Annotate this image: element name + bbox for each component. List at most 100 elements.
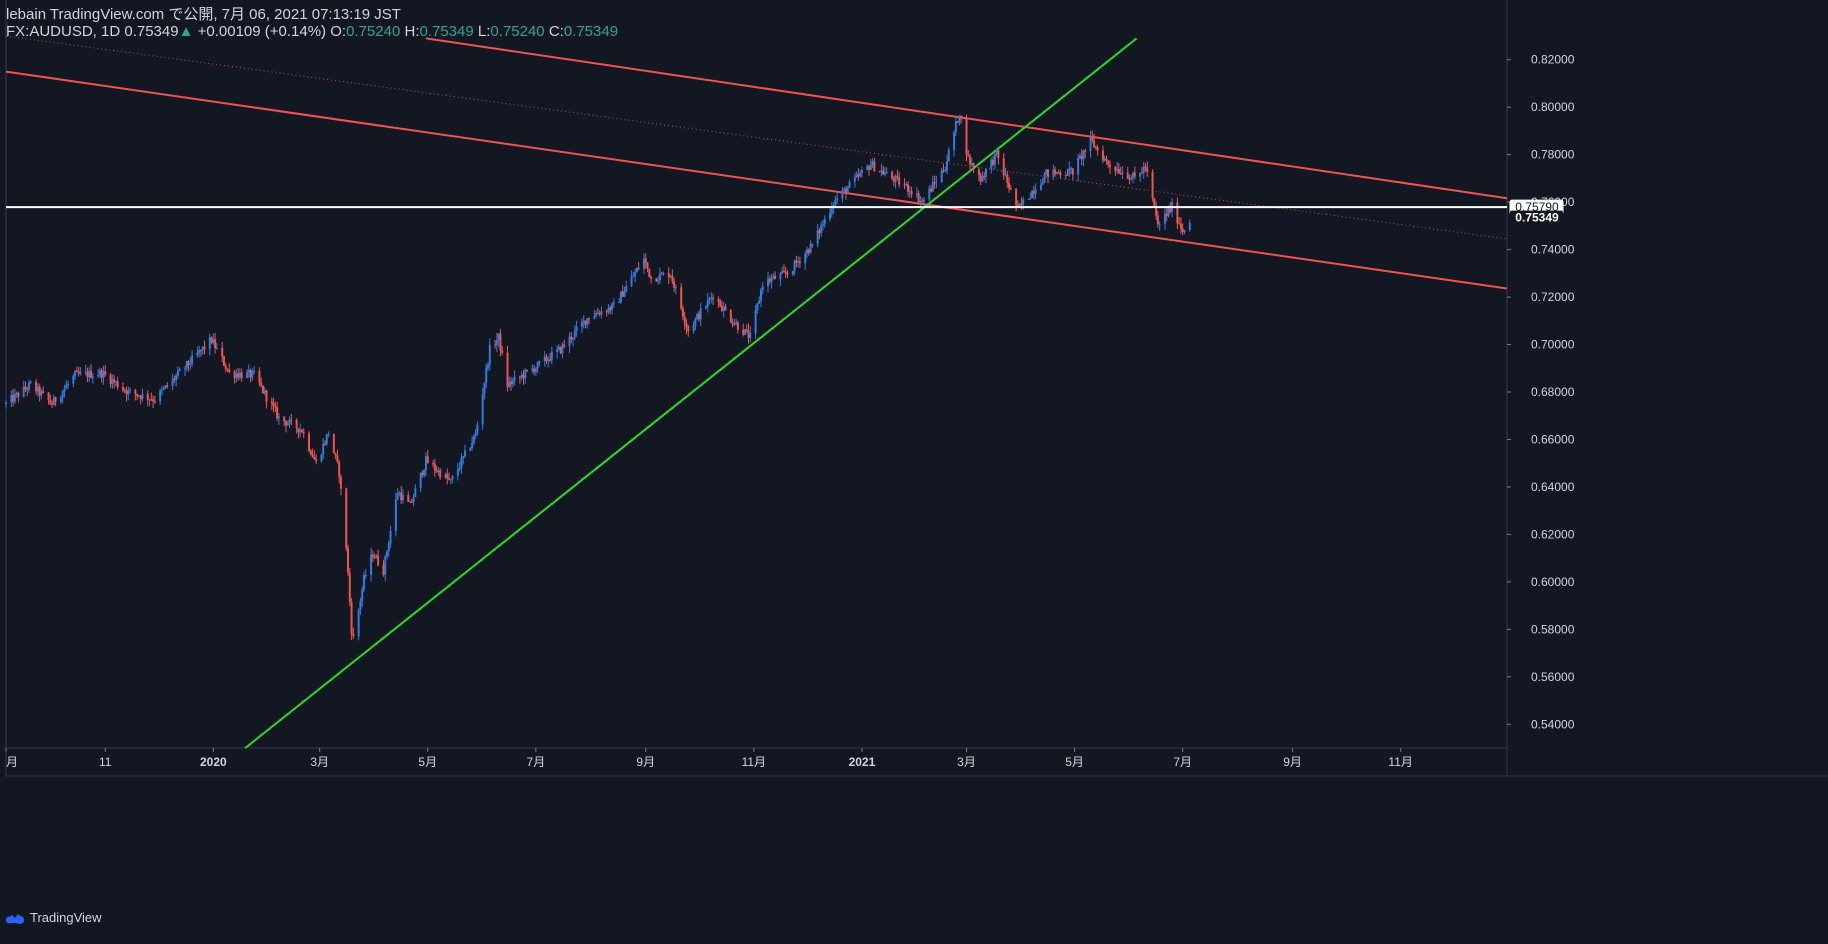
candle-body [547,359,550,362]
candle-body [1055,172,1058,174]
candle-body [12,395,15,402]
candle-body [942,170,945,172]
price-label-text: 0.75349 [1515,211,1559,225]
channel-lower [5,70,1508,290]
candle-body [586,318,589,325]
candle-body [386,551,389,557]
candle-body [687,326,690,332]
candle-body [104,371,107,375]
candle-body [1103,158,1106,161]
candle-body [1039,184,1042,190]
candle-body [919,200,922,203]
candle-body [152,399,155,402]
candle-body [72,376,75,384]
candle-body [935,182,938,184]
candle-body [113,379,116,382]
candle-body [823,219,826,225]
x-tick-label: 3月 [957,755,976,769]
candle-body [625,286,628,292]
candle-body [511,380,514,385]
candle-body [983,176,986,178]
candle-body [644,258,647,263]
candle-body [786,273,789,275]
candle-body [334,453,337,456]
candle-body [977,169,980,175]
candle-body [15,392,18,394]
brand-label: TradingView [30,910,102,925]
candle-body [260,382,263,386]
candle-body [1165,213,1168,216]
candle-body [471,442,474,449]
candle-body [836,198,839,200]
candle-body [770,278,773,282]
candle-body [1078,155,1081,158]
candle-body [407,494,410,502]
candle-body [1032,191,1035,194]
candle-body [29,381,32,383]
candle-body [421,472,424,476]
price-label-box [1510,210,1563,225]
candle-body [166,385,169,387]
high-label: H: [404,23,420,40]
candle-body [921,200,924,202]
candle-body [352,633,355,637]
candle-body [563,344,566,347]
candle-body [63,388,66,392]
candle-body [704,306,707,309]
candle-body [1130,177,1133,180]
candle-body [215,347,218,349]
candle-body [522,374,525,379]
candle-body [559,346,562,354]
candle-body [185,361,188,369]
candle-body [313,456,316,460]
candle-body [10,395,13,403]
candle-body [22,386,25,397]
candle-body [446,474,449,479]
candle-body [995,150,998,154]
candle-body [36,386,39,392]
candle-body [1153,198,1156,208]
candle-body [712,297,715,300]
candle-body [733,323,736,325]
candle-body [706,299,709,307]
candle-body [308,433,311,451]
symbol-interval[interactable]: FX:AUDUSD, 1D [6,23,121,40]
candle-body [357,609,360,637]
candle-body [347,548,350,573]
candle-body [508,381,511,387]
candle-body [1064,174,1067,176]
axes-layer: 0.54000 0.56000 0.58000 0.60000 0.62000 0.640… [5,0,1828,777]
candle-body [214,339,217,349]
candle-body [362,575,365,590]
candle-body [258,370,261,383]
candle-body [208,337,211,350]
candle-body [612,302,615,304]
candle-body [77,371,80,374]
candle-body [212,339,215,343]
y-tick-label: 0.56000 [1531,670,1575,684]
tradingview-logo[interactable]: TradingView [4,910,102,925]
candle-body [1181,228,1184,232]
candle-body [160,389,163,391]
candle-body [1156,215,1159,225]
candle-body [993,153,996,165]
candle-body [469,448,472,451]
candle-body [5,402,7,404]
candle-body [277,416,280,419]
candle-body [74,371,77,377]
x-tick-label: 11月 [742,755,766,769]
drawings-layer [5,35,1508,749]
candle-body [424,456,427,470]
candle-body [137,395,140,397]
candle-body [265,390,268,402]
candle-body [159,390,162,402]
candle-body [853,177,856,182]
candle-body [903,184,906,186]
candle-body [297,428,300,433]
candle-body [697,314,700,320]
candle-body [894,176,897,182]
y-tick-label: 0.82000 [1531,53,1575,67]
candle-body [779,273,782,280]
